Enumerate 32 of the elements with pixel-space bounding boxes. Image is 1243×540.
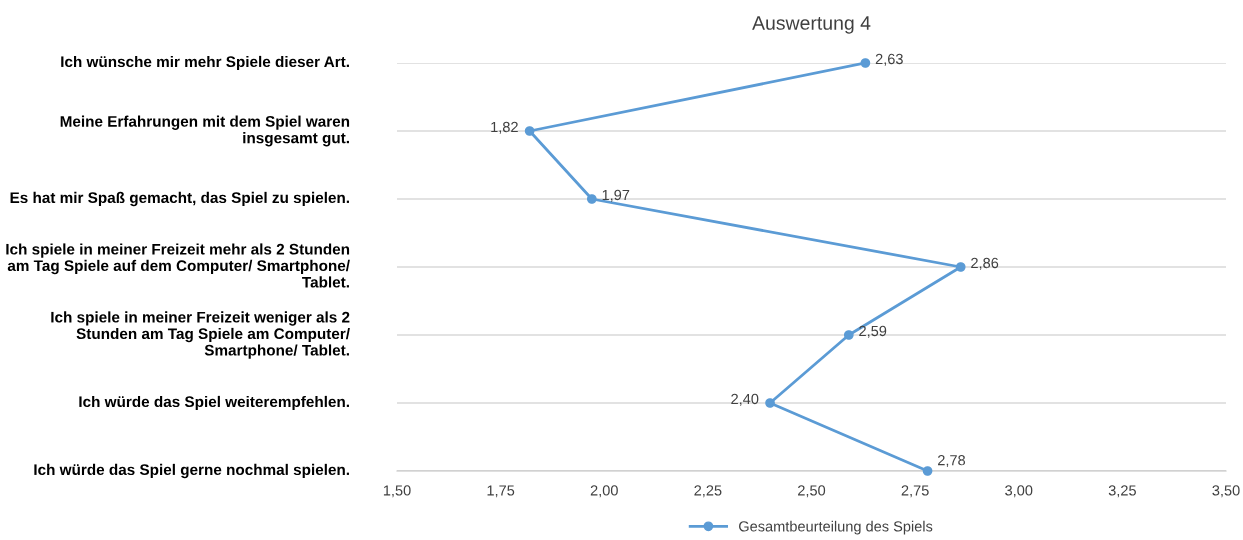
data-label: 2,40 <box>731 393 759 406</box>
y-tick-label: Ich spiele in meiner Freizeit weniger als 2 Stunden am Tag Spiele am Computer/ Smartphone/ Tablet. <box>51 311 350 359</box>
point <box>524 126 535 136</box>
data-label: 1,82 <box>491 121 518 134</box>
chart-title: Auswertung 4 <box>752 16 871 34</box>
x-tick-label: 1,75 <box>487 485 515 498</box>
y-tick-label: Es hat mir Spaß gemacht, das Spiel zu spielen. <box>10 191 349 207</box>
point <box>586 194 597 204</box>
x-tick-label: 2,75 <box>901 485 929 498</box>
data-label: 2,86 <box>971 257 999 270</box>
point <box>955 262 966 272</box>
x-tick-label: 3,25 <box>1108 485 1136 498</box>
point <box>765 398 775 408</box>
point <box>922 466 933 476</box>
data-label: 2,59 <box>859 325 887 338</box>
x-tick-label: 2,00 <box>590 485 618 498</box>
x-tick-label: 1,50 <box>383 485 411 498</box>
y-tick-label: Ich spiele in meiner Freizeit mehr als 2 Stunden am Tag Spiele auf dem Computer/ Smartphone/ Tablet. <box>6 243 350 288</box>
point <box>843 330 854 340</box>
y-tick-label: Ich wünsche mir mehr Spiele dieser Art. <box>61 55 349 71</box>
point <box>860 58 871 68</box>
legend-label: Gesamtbeurteilung des Spiels <box>739 520 933 535</box>
data-label: 2,63 <box>875 53 903 66</box>
x-tick-label: 2,50 <box>798 485 826 498</box>
y-tick-label: Ich würde das Spiel gerne nochmal spielen. <box>34 463 349 479</box>
x-tick-label: 2,25 <box>694 485 722 498</box>
x-tick-label: 3,50 <box>1212 485 1240 498</box>
data-label: 2,78 <box>938 455 966 468</box>
x-tick-label: 3,00 <box>1005 485 1033 498</box>
y-tick-label: Ich würde das Spiel weiterempfehlen. <box>79 395 349 411</box>
y-tick-label: Meine Erfahrungen mit dem Spiel waren insgesamt gut. <box>60 115 350 147</box>
data-label: 1,97 <box>602 189 630 202</box>
